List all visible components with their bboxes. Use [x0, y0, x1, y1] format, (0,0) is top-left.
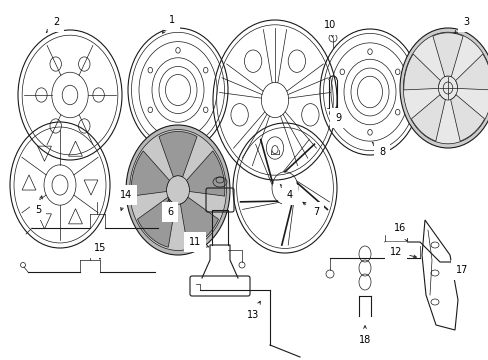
Text: 6: 6	[166, 199, 173, 217]
Ellipse shape	[126, 125, 229, 255]
Text: 11: 11	[188, 237, 208, 247]
Polygon shape	[455, 54, 488, 90]
Polygon shape	[410, 95, 445, 141]
Text: 12: 12	[389, 247, 416, 258]
Text: 9: 9	[334, 107, 340, 123]
Text: 14: 14	[120, 190, 132, 211]
Text: 18: 18	[358, 326, 370, 345]
Ellipse shape	[438, 76, 457, 100]
Polygon shape	[450, 95, 484, 141]
Polygon shape	[137, 197, 175, 247]
Ellipse shape	[442, 82, 452, 94]
Text: 13: 13	[246, 301, 260, 320]
Text: 8: 8	[371, 142, 384, 157]
Text: 10: 10	[323, 20, 335, 37]
Ellipse shape	[129, 130, 226, 251]
Text: 4: 4	[280, 184, 292, 200]
Text: 7: 7	[303, 202, 319, 217]
Text: 5: 5	[35, 196, 42, 215]
Polygon shape	[159, 131, 197, 177]
Text: 1: 1	[162, 15, 175, 33]
Polygon shape	[131, 151, 169, 196]
Text: 17: 17	[454, 265, 467, 276]
Text: 15: 15	[94, 243, 106, 259]
Text: 3: 3	[454, 17, 468, 33]
Polygon shape	[186, 151, 224, 196]
Text: 2: 2	[46, 17, 59, 33]
Ellipse shape	[403, 32, 488, 144]
Polygon shape	[180, 197, 218, 247]
Ellipse shape	[399, 28, 488, 148]
Text: 16: 16	[393, 223, 407, 241]
Polygon shape	[403, 54, 440, 90]
Ellipse shape	[166, 176, 189, 204]
Polygon shape	[432, 33, 462, 77]
